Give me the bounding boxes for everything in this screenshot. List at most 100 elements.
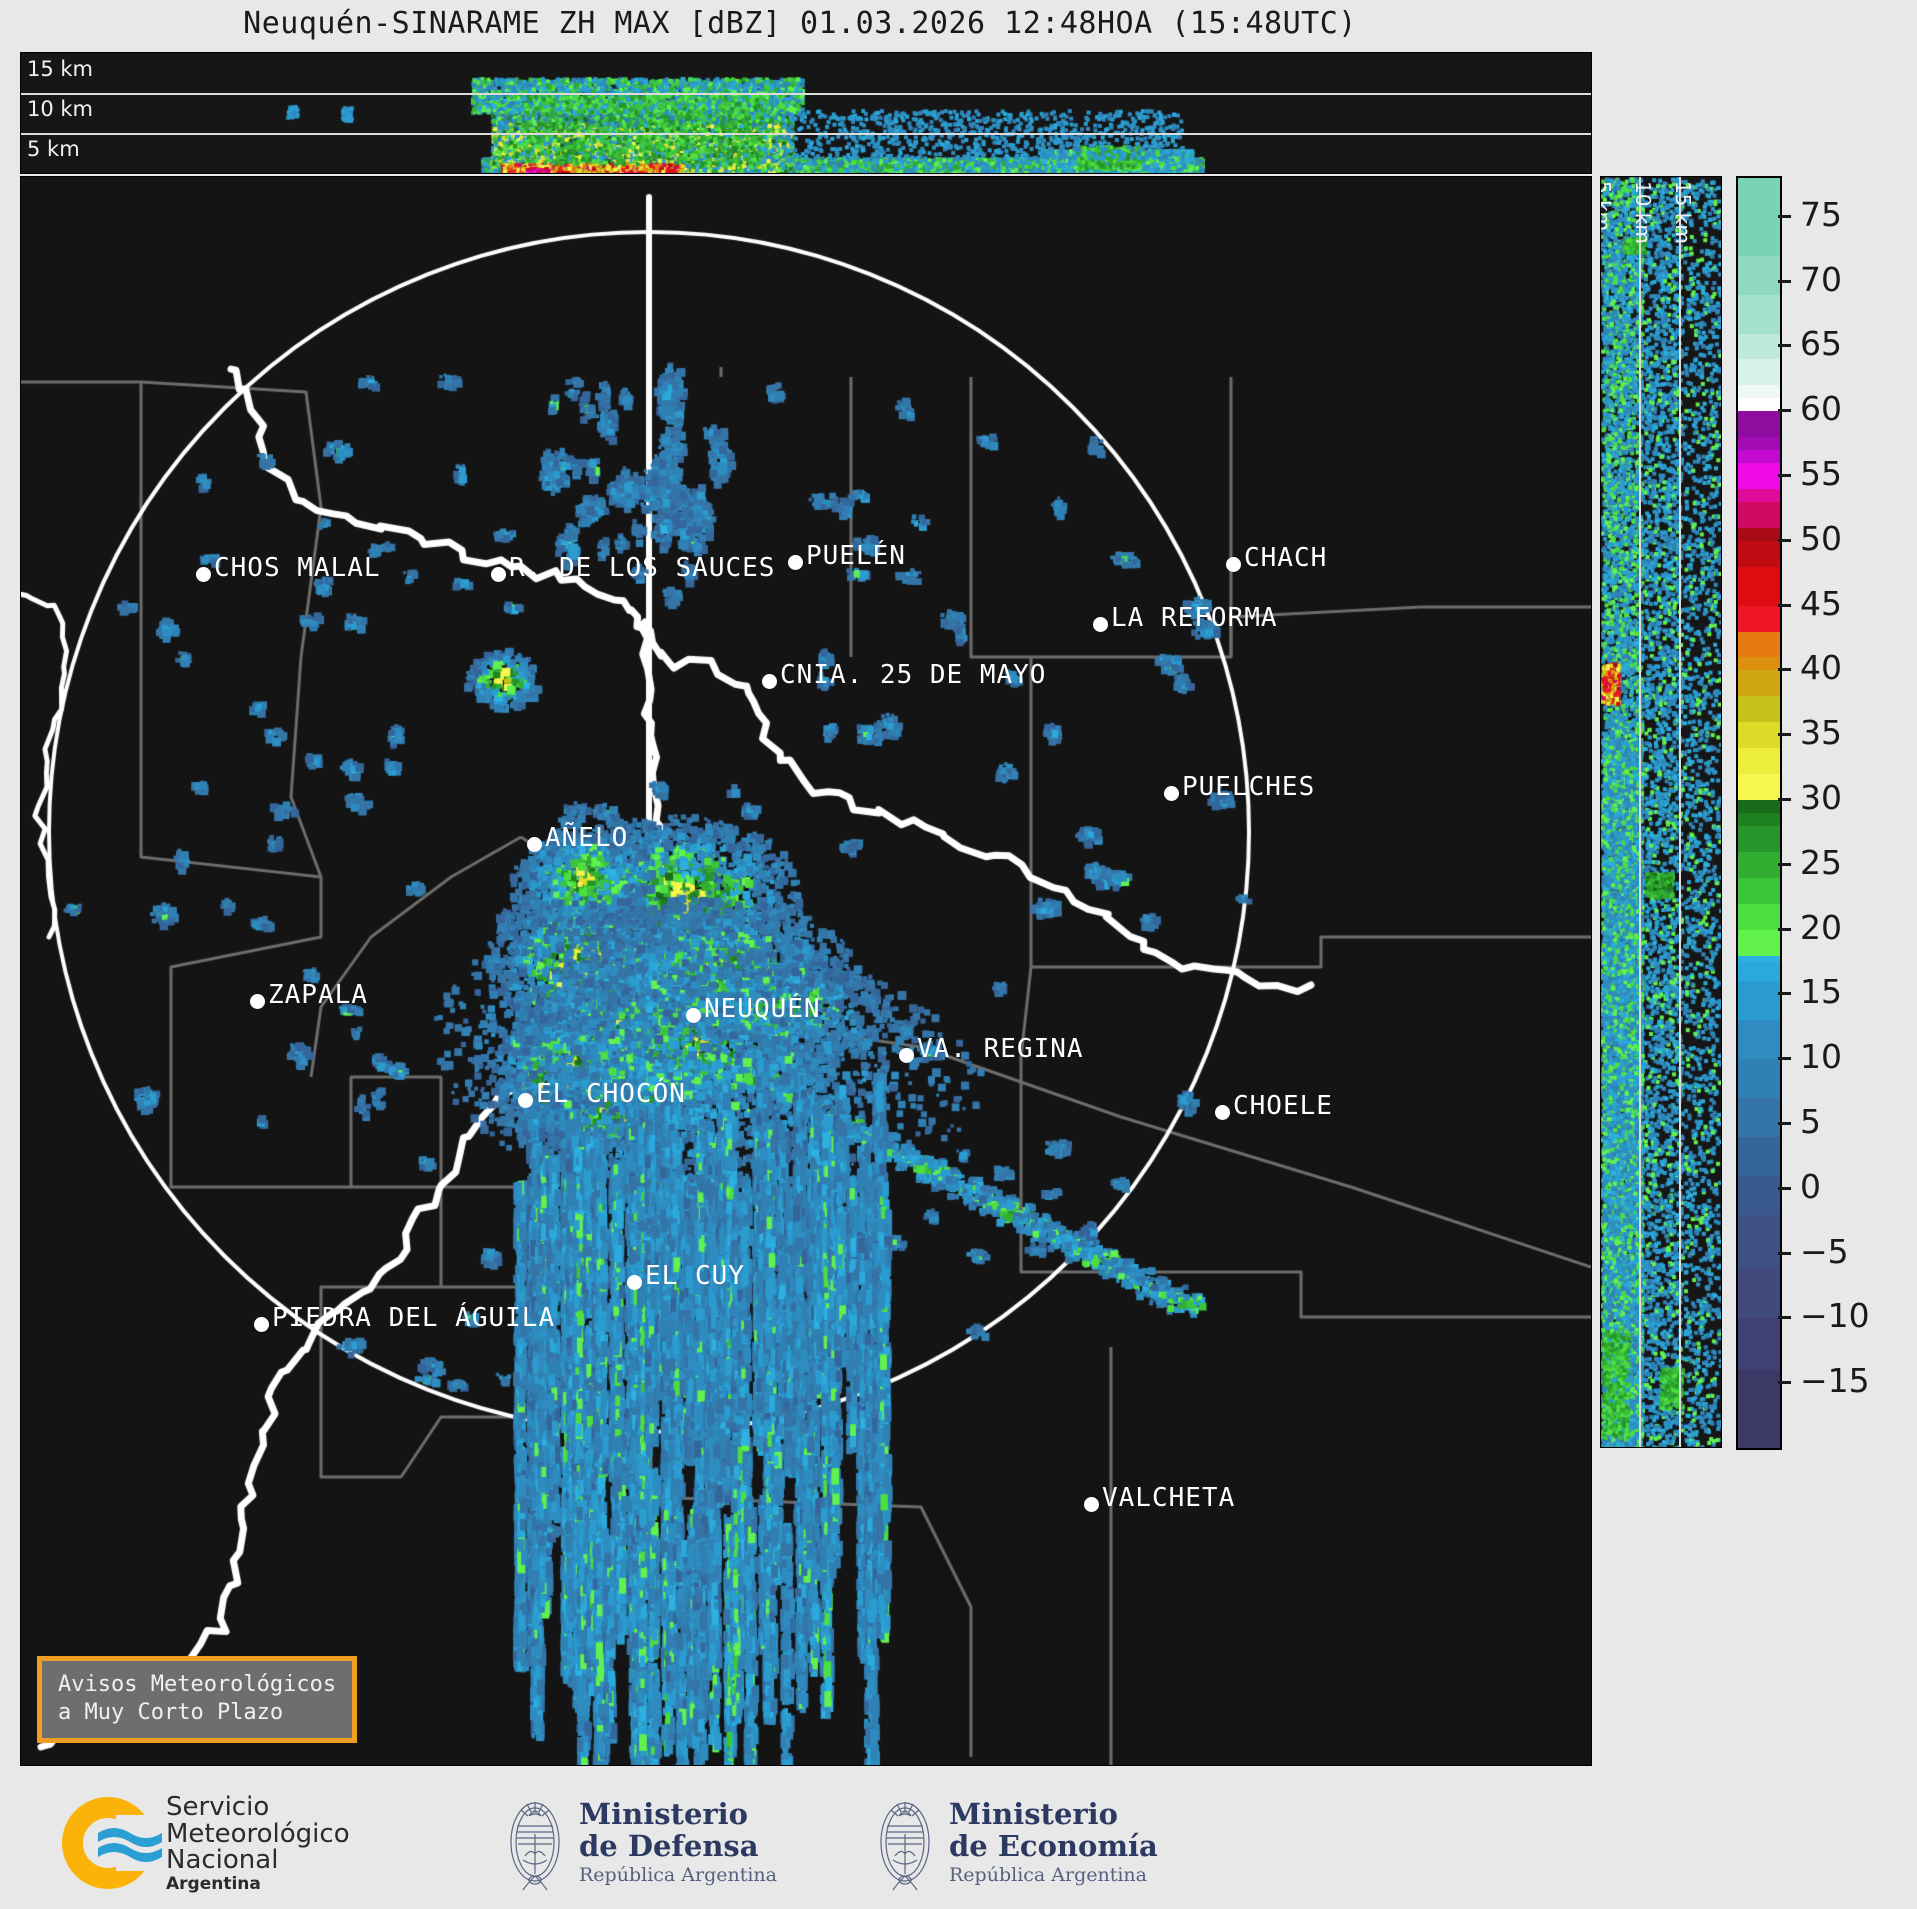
colorbar-tick-label: 60 xyxy=(1800,389,1842,429)
city-label: EL CHOCÓN xyxy=(536,1079,686,1109)
vxsec-label-15km: 15 km xyxy=(1671,181,1695,244)
xsec-label-5km: 5 km xyxy=(27,137,80,161)
city-dot-icon xyxy=(254,1317,269,1332)
city-label: VA. REGINA xyxy=(917,1034,1084,1064)
colorbar-segment xyxy=(1738,566,1780,606)
city-dot-icon xyxy=(627,1275,642,1290)
colorbar-segment xyxy=(1738,1266,1780,1319)
city-dot-icon xyxy=(250,994,265,1009)
colorbar-segment xyxy=(1738,605,1780,632)
colorbar-tick-label: 45 xyxy=(1800,583,1842,623)
radar-reflectivity-canvas xyxy=(21,177,1591,1765)
colorbar-tick-label: −15 xyxy=(1800,1361,1870,1401)
colorbar-segment xyxy=(1738,631,1780,658)
vgridline-10km xyxy=(1679,177,1681,1447)
city-dot-icon xyxy=(788,555,803,570)
city-label: NEUQUÉN xyxy=(704,994,821,1024)
city-label: ZAPALA xyxy=(268,980,368,1010)
colorbar-segment xyxy=(1738,851,1780,878)
economia-line-2: de Economía xyxy=(949,1828,1158,1863)
top-cross-section-panel: 15 km 10 km 5 km xyxy=(20,52,1592,174)
colorbar-tick-mark xyxy=(1778,409,1791,413)
colorbar-segment xyxy=(1738,1175,1780,1215)
colorbar-segment xyxy=(1738,333,1780,360)
colorbar-segment xyxy=(1738,1318,1780,1371)
colorbar-tick-mark xyxy=(1778,992,1791,996)
city-label: CHOELE xyxy=(1233,1091,1333,1121)
colorbar-segment xyxy=(1738,385,1780,399)
colorbar-segment xyxy=(1738,774,1780,801)
city-dot-icon xyxy=(491,567,506,582)
logo-ministerio-de-defensa: Ministerio de Defensa República Argentin… xyxy=(505,1790,777,1895)
colorbar-segment xyxy=(1738,1020,1780,1060)
colorbar-segment xyxy=(1738,450,1780,464)
warning-line-2: a Muy Corto Plazo xyxy=(58,1699,284,1725)
colorbar-tick-mark xyxy=(1778,1381,1791,1385)
colorbar-segment xyxy=(1738,1136,1780,1176)
defensa-line-2: de Defensa xyxy=(579,1828,759,1863)
colorbar-segment xyxy=(1738,437,1780,451)
city-dot-icon xyxy=(196,567,211,582)
colorbar-segment xyxy=(1738,929,1780,956)
city-dot-icon xyxy=(1093,617,1108,632)
city-label: VALCHETA xyxy=(1102,1483,1236,1513)
colorbar-segment xyxy=(1738,411,1780,438)
logo-ministerio-de-economia: Ministerio de Economía República Argenti… xyxy=(875,1790,1158,1895)
colorbar-tick-label: 65 xyxy=(1800,324,1842,364)
colorbar-segment xyxy=(1738,955,1780,963)
colorbar-tick-label: −5 xyxy=(1800,1231,1849,1271)
right-cross-section-canvas xyxy=(1601,177,1721,1447)
colorbar-tick-mark xyxy=(1778,214,1791,218)
city-label: PIEDRA DEL ÁGUILA xyxy=(272,1303,556,1333)
colorbar-segment xyxy=(1738,903,1780,930)
city-dot-icon xyxy=(1226,557,1241,572)
colorbar-tick-mark xyxy=(1778,1122,1791,1126)
colorbar-tick-mark xyxy=(1778,927,1791,931)
argentina-coat-of-arms-icon xyxy=(510,1802,560,1891)
colorbar-segment xyxy=(1738,670,1780,697)
vxsec-label-5km: 5 km xyxy=(1600,181,1615,232)
colorbar-tick-mark xyxy=(1778,344,1791,348)
colorbar-tick-mark xyxy=(1778,733,1791,737)
colorbar-tick-label: 0 xyxy=(1800,1166,1821,1206)
gridline-15km xyxy=(21,93,1591,95)
colorbar-tick-label: 15 xyxy=(1800,972,1842,1012)
colorbar-tick-label: 35 xyxy=(1800,713,1842,753)
colorbar-tick-label: 75 xyxy=(1800,194,1842,234)
colorbar-tick-label: 40 xyxy=(1800,648,1842,688)
colorbar-segment xyxy=(1738,877,1780,904)
smn-line-3: Nacional xyxy=(166,1845,279,1876)
colorbar-tick-label: 70 xyxy=(1800,259,1842,299)
vxsec-label-10km: 10 km xyxy=(1631,181,1655,244)
colorbar-tick-label: 5 xyxy=(1800,1102,1821,1142)
colorbar-segment xyxy=(1738,501,1780,528)
top-cross-section-canvas xyxy=(21,53,1591,173)
logo-servicio-meteorologico-nacional: Servicio Meteorológico Nacional Argentin… xyxy=(62,1794,350,1893)
right-cross-section-panel: 5 km 10 km 15 km xyxy=(1600,176,1722,1448)
economia-subtitle: República Argentina xyxy=(949,1864,1147,1887)
vgridline-5km xyxy=(1639,177,1641,1447)
colorbar-tick-mark xyxy=(1778,538,1791,542)
radar-map-panel[interactable]: CHOS MALAL R. DE LOS SAUCES PUELÉN CHACH LA … xyxy=(20,176,1592,1766)
xsec-label-15km: 15 km xyxy=(27,57,94,81)
colorbar-segment xyxy=(1738,463,1780,489)
colorbar-tick-label: 30 xyxy=(1800,778,1842,818)
footer-logos: Servicio Meteorológico Nacional Argentin… xyxy=(0,1778,1917,1909)
colorbar-segment xyxy=(1738,178,1780,179)
city-dot-icon xyxy=(686,1008,701,1023)
defensa-subtitle: República Argentina xyxy=(579,1864,777,1887)
defensa-line-1: Ministerio xyxy=(579,1797,749,1832)
city-label: PUELÉN xyxy=(806,541,906,571)
colorbar-segment xyxy=(1738,178,1780,256)
colorbar-tick-label: −10 xyxy=(1800,1296,1870,1336)
city-label: CHOS MALAL xyxy=(214,553,381,583)
smn-subtitle: Argentina xyxy=(166,1873,261,1894)
colorbar-segment xyxy=(1738,722,1780,749)
colorbar-tick-labels: −15 −10 −5 0 5 10 15 20 25 30 35 40 45 50 55 60 65 70 75 xyxy=(1778,176,1908,1446)
colorbar xyxy=(1736,176,1782,1450)
colorbar-segment xyxy=(1738,359,1780,386)
city-label: CNIA. 25 DE MAYO xyxy=(780,660,1047,690)
smn-logo-icon xyxy=(62,1797,162,1890)
colorbar-tick-label: 10 xyxy=(1800,1037,1842,1077)
colorbar-segment xyxy=(1738,748,1780,775)
